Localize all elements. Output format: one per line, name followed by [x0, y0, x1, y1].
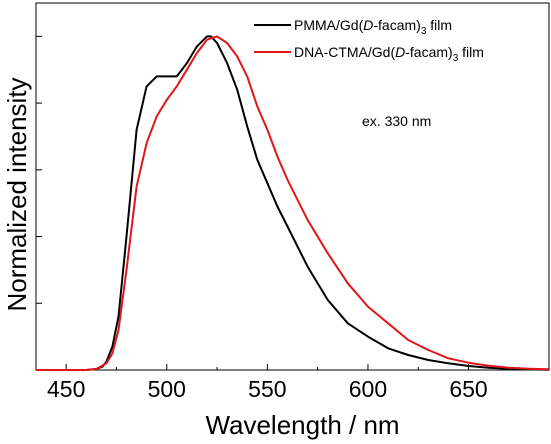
x-axis-ticks [65, 364, 520, 370]
series-line-pmma [36, 35, 550, 371]
y-axis-title: Normalized intensity [2, 77, 32, 311]
x-tick-label: 450 [47, 376, 85, 402]
x-tick-label: 650 [449, 376, 487, 402]
series-lines [36, 35, 550, 371]
plot-frame [35, 2, 550, 371]
series-line-dna-ctma [36, 35, 550, 371]
x-tick-label: 500 [148, 376, 186, 402]
legend-label: PMMA/Gd(D-facam)3 film [294, 17, 452, 37]
x-tick-label: 600 [349, 376, 387, 402]
y-axis-ticks [36, 35, 42, 304]
x-axis-tick-labels: 450 500 550 600 650 [47, 376, 488, 402]
legend: PMMA/Gd(D-facam)3 film DNA-CTMA/Gd(D-faca… [254, 17, 484, 64]
x-tick-label: 550 [248, 376, 286, 402]
excitation-annotation: ex. 330 nm [362, 113, 431, 129]
plot-area: 450 500 550 600 650 [35, 2, 550, 402]
x-axis-title: Wavelength / nm [205, 410, 399, 440]
legend-label: DNA-CTMA/Gd(D-facam)3 film [294, 44, 484, 64]
